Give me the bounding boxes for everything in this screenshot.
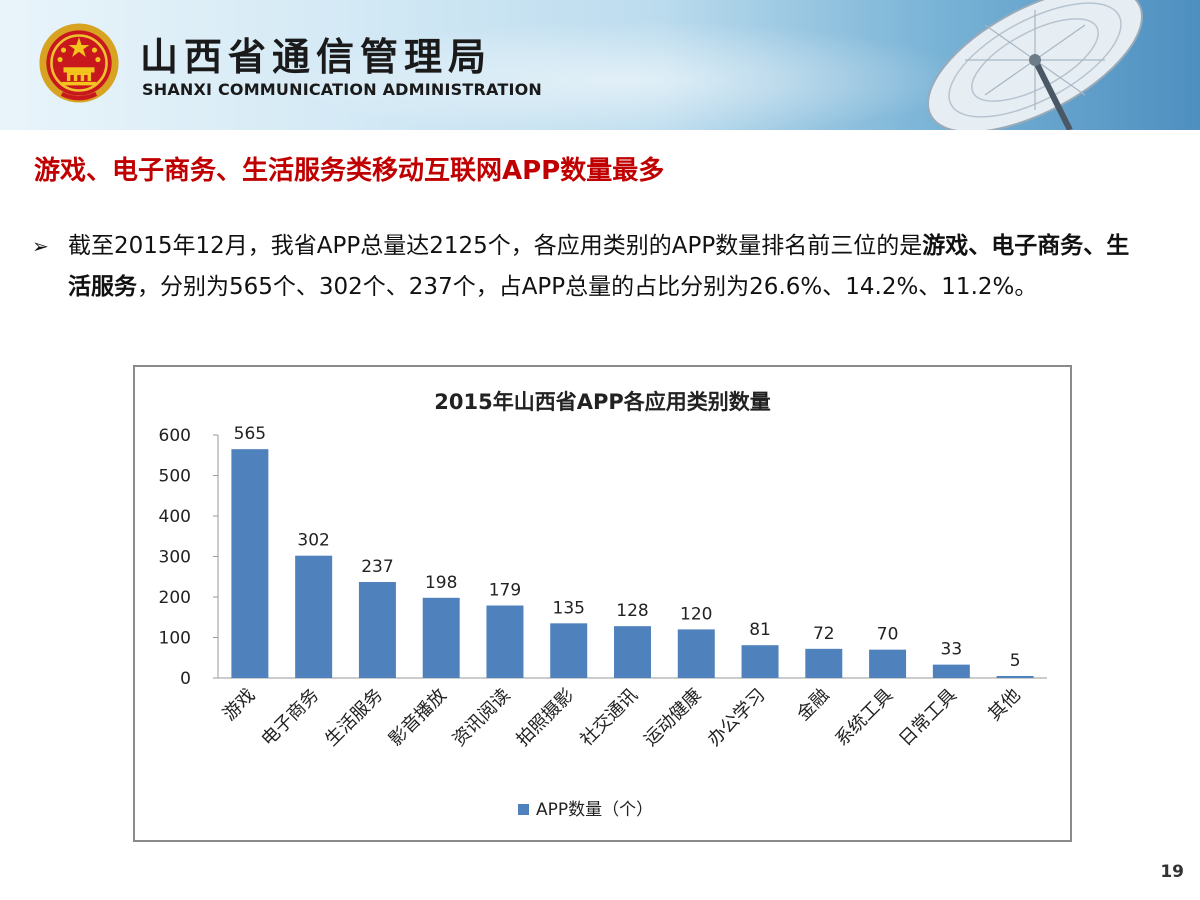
x-tick-label-3: 影音播放	[385, 685, 451, 751]
summary-text-bold: 游戏、电子商务、生活服务	[68, 233, 1130, 300]
summary-text: 截至2015年12月，我省APP总量达2125个，各应用类别的APP数量排名前三…	[68, 226, 1152, 308]
x-tick-label-11: 日常工具	[895, 685, 961, 751]
y-tick-label: 400	[159, 507, 191, 527]
x-tick-label-12: 其他	[984, 685, 1024, 725]
x-tick-label-5: 拍照摄影	[513, 685, 579, 751]
bar-3	[422, 597, 460, 678]
data-label-1: 302	[297, 531, 329, 551]
data-label-10: 70	[877, 625, 899, 645]
header-banner: 山西省通信管理局 SHANXI COMMUNICATION ADMINISTRA…	[0, 0, 1200, 130]
chart-frame: 2015年山西省APP各应用类别数量 0 100 200 300 400 500 600 565…	[133, 365, 1072, 842]
organization-name-english: SHANXI COMMUNICATION ADMINISTRATION	[142, 80, 543, 99]
data-label-2: 237	[361, 557, 393, 577]
x-tick-label-2: 生活服务	[321, 685, 387, 751]
bar-7	[677, 629, 715, 678]
bullet-arrow-icon: ➢	[32, 234, 49, 258]
bar-chart: 2015年山西省APP各应用类别数量 0 100 200 300 400 500 600 565…	[159, 390, 1047, 820]
national-emblem-icon	[39, 23, 119, 103]
y-tick-label: 200	[159, 588, 191, 608]
summary-bullet: ➢ 截至2015年12月，我省APP总量达2125个，各应用类别的APP数量排名…	[32, 226, 1152, 308]
data-label-6: 128	[616, 601, 648, 621]
data-label-4: 179	[489, 581, 521, 601]
x-tick-label-0: 游戏	[219, 685, 259, 725]
bar-6	[614, 626, 651, 678]
bar-2	[358, 582, 396, 678]
data-label-12: 5	[1010, 651, 1021, 671]
summary-text-part1: 截至2015年12月，我省APP总量达2125个，各应用类别的APP数量排名前三…	[68, 233, 923, 259]
legend-swatch	[518, 804, 529, 815]
data-label-3: 198	[425, 573, 457, 593]
y-tick-label: 600	[159, 426, 191, 446]
slide-headline: 游戏、电子商务、生活服务类移动互联网APP数量最多	[34, 156, 665, 186]
chart-title: 2015年山西省APP各应用类别数量	[434, 390, 770, 414]
bar-11	[932, 664, 970, 678]
bar-0	[231, 449, 269, 678]
bar-5	[550, 623, 588, 678]
y-tick-label: 0	[180, 669, 191, 689]
data-label-0: 565	[234, 424, 266, 444]
data-label-5: 135	[553, 598, 585, 618]
x-tick-label-6: 社交通讯	[576, 685, 642, 751]
summary-text-part2: ，分别为565个、302个、237个，占APP总量的占比分别为26.6%、14.…	[137, 274, 1038, 300]
data-label-8: 81	[749, 620, 771, 640]
organization-name: 山西省通信管理局	[140, 34, 493, 79]
x-tick-label-1: 电子商务	[257, 685, 323, 751]
bar-12	[996, 675, 1034, 678]
x-tick-label-7: 运动健康	[640, 685, 706, 751]
y-tick-label: 500	[159, 467, 191, 487]
x-tick-label-9: 金融	[793, 685, 833, 725]
data-label-9: 72	[813, 624, 835, 644]
x-tick-label-4: 资讯阅读	[449, 685, 515, 751]
bar-1	[295, 555, 333, 678]
page-number: 19	[1160, 862, 1184, 882]
x-tick-label-8: 办公学习	[704, 685, 770, 751]
x-tick-label-10: 系统工具	[831, 685, 897, 751]
legend-label: APP数量（个）	[536, 800, 653, 820]
header-glow	[280, 20, 980, 130]
bar-10	[869, 649, 907, 678]
data-label-7: 120	[680, 604, 712, 624]
data-label-11: 33	[941, 640, 963, 660]
bar-9	[805, 648, 843, 678]
bar-4	[486, 605, 524, 678]
bar-8	[741, 645, 779, 678]
y-tick-label: 300	[159, 548, 191, 568]
y-tick-label: 100	[159, 629, 191, 649]
satellite-dish-icon	[926, 0, 1144, 130]
